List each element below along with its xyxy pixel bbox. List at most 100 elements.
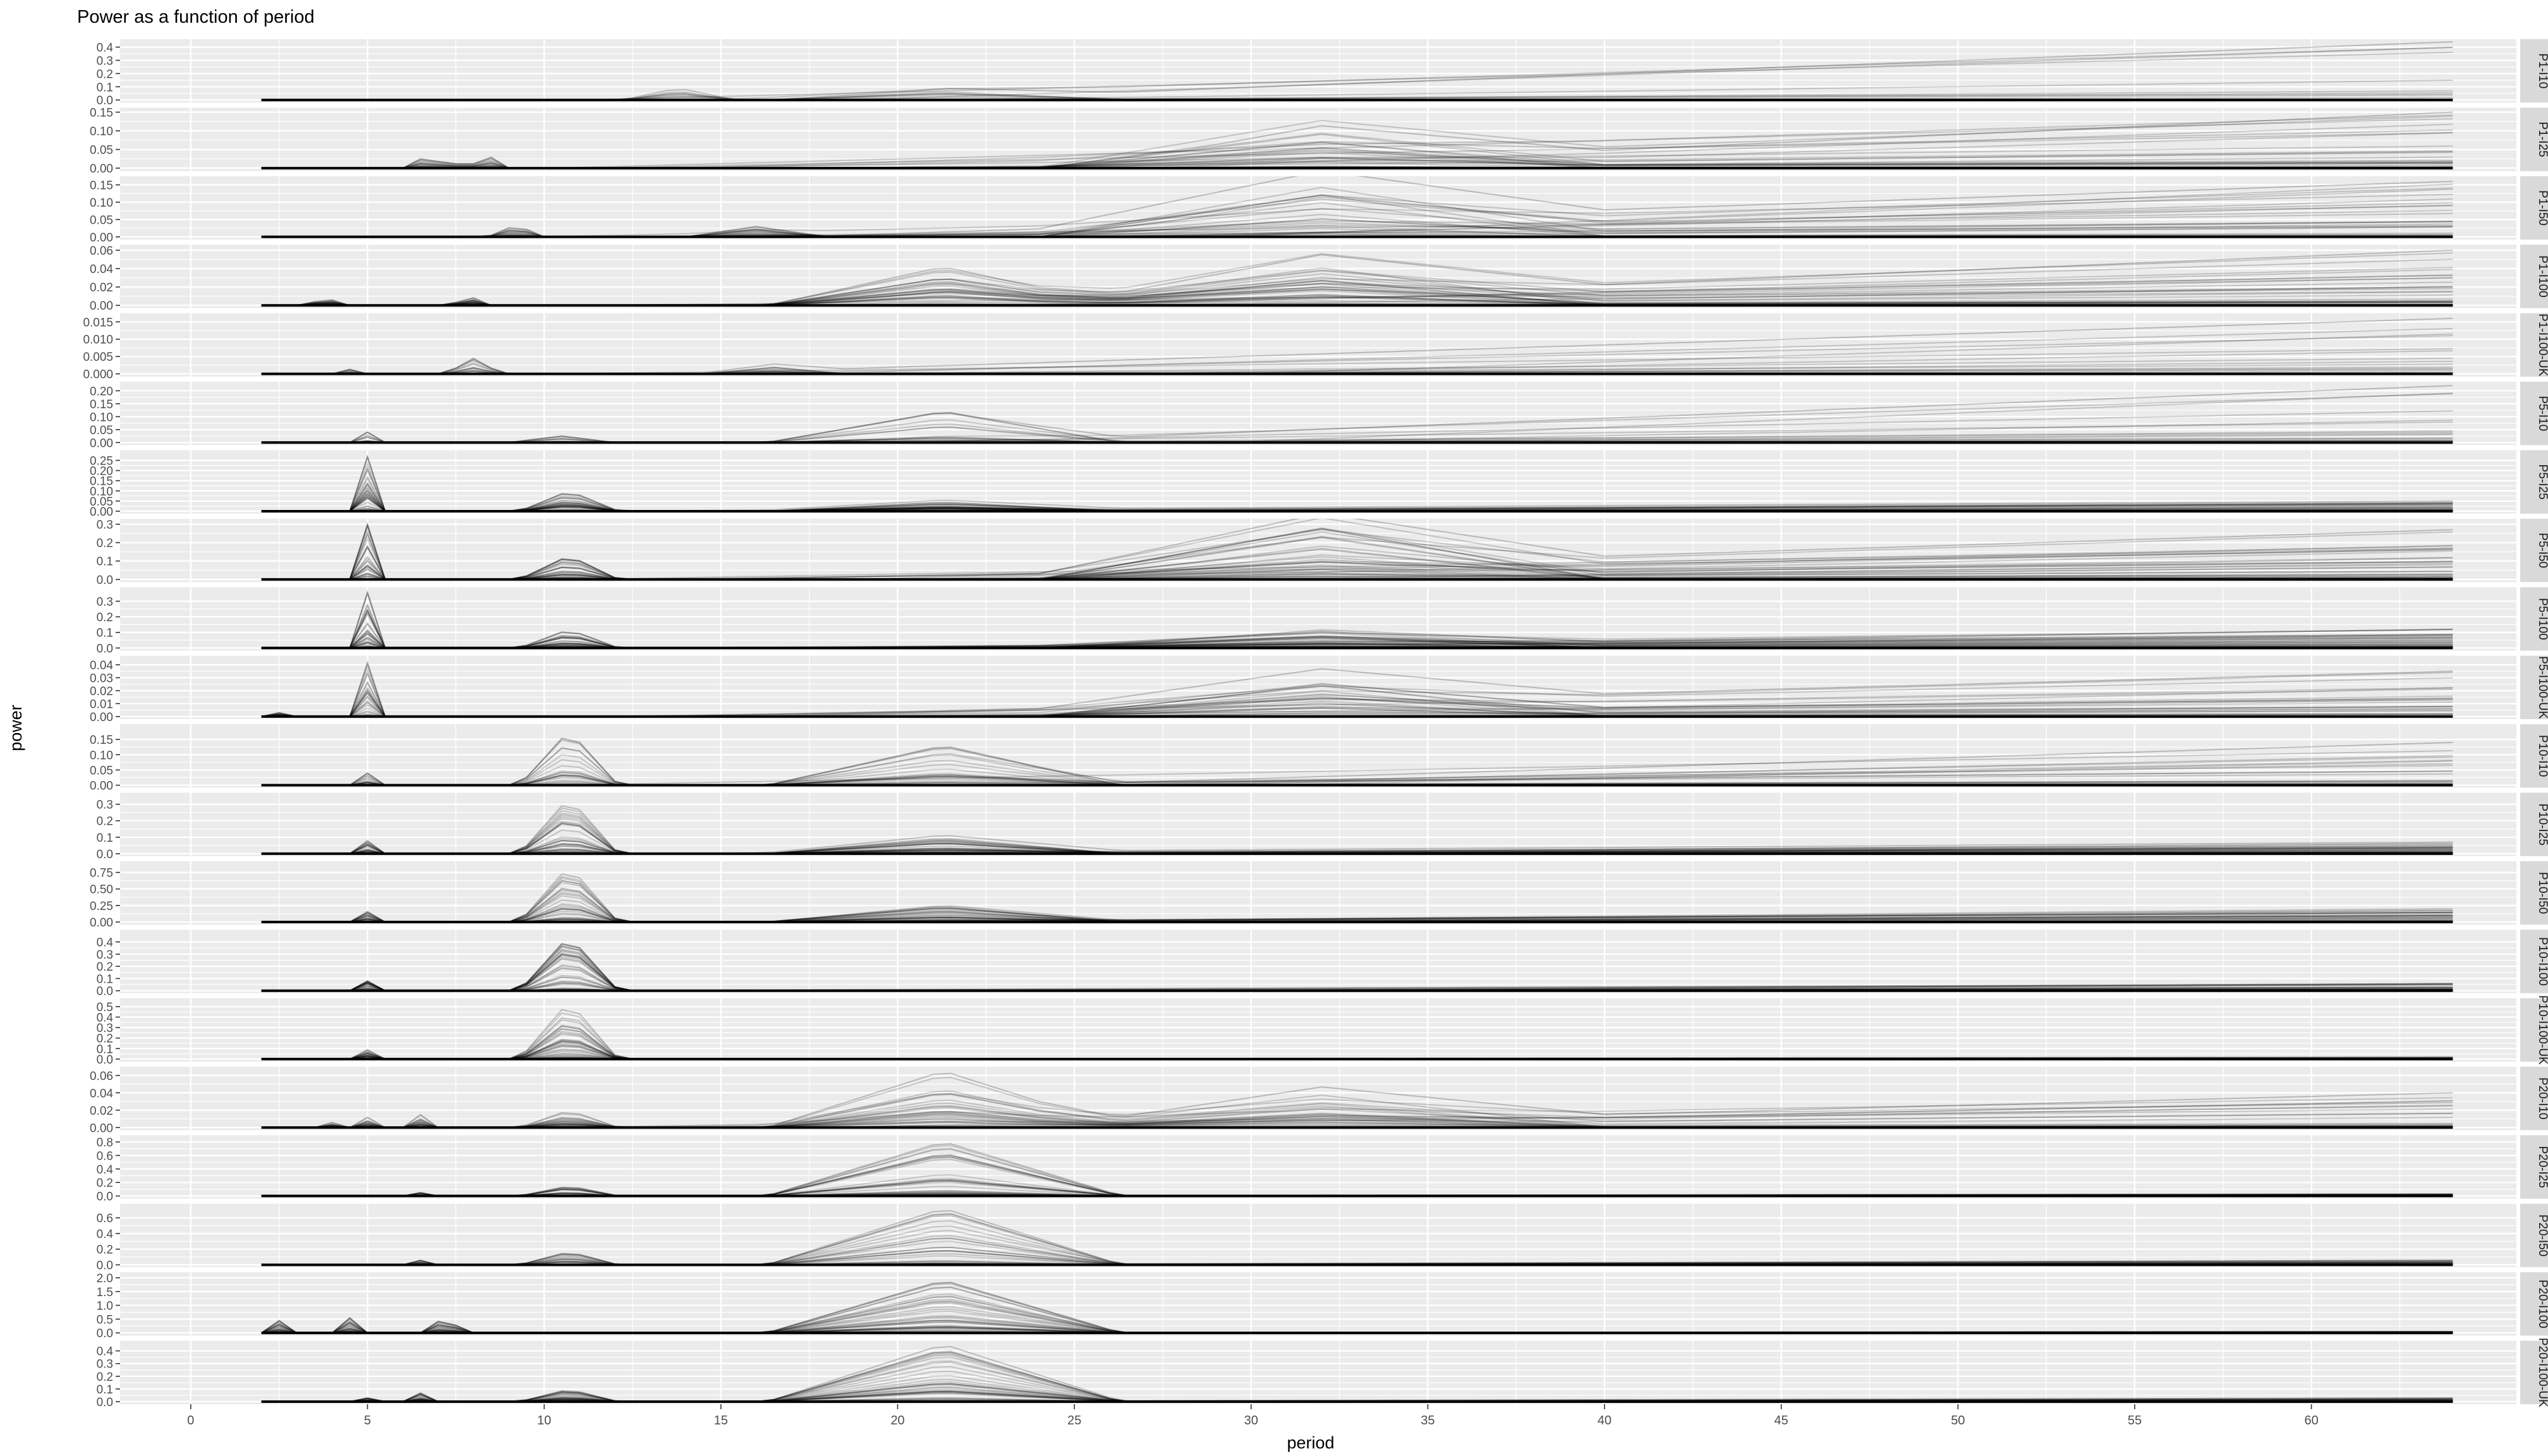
y-tick-label: 0.3	[97, 595, 113, 609]
y-tick-label: 0.0	[97, 574, 113, 587]
y-tick-label: 0.15	[90, 179, 113, 193]
y-tick-label: 0.00	[90, 916, 113, 930]
y-tick-label: 0.15	[90, 106, 113, 119]
facet-strip	[2520, 450, 2548, 514]
trace-group	[261, 1210, 2453, 1266]
y-tick-label: 0.3	[97, 519, 113, 532]
y-tick-label: 0.04	[90, 1087, 113, 1100]
trace-group	[261, 590, 2453, 650]
trace-line	[261, 737, 2453, 786]
y-tick-label: 0.010	[83, 334, 113, 347]
panel-background	[120, 930, 2516, 993]
x-tick-label: 40	[1598, 1414, 1611, 1428]
facet-panel: 0.00.10.20.30.40.5 P10-I100-UK	[97, 995, 2548, 1067]
y-tick-label: 2.0	[97, 1272, 113, 1285]
facet-strip-label: P10-I25	[2536, 803, 2548, 846]
facet-strip	[2520, 724, 2548, 788]
y-tick-label: 0.0	[97, 848, 113, 861]
x-tick-label: 50	[1951, 1414, 1965, 1428]
y-tick-label: 0.0	[97, 1053, 113, 1067]
y-tick-label: 0.15	[90, 734, 113, 747]
trace-group	[261, 873, 2453, 924]
y-tick-label: 0.01	[90, 698, 113, 711]
trace-group	[261, 1143, 2453, 1198]
trace-group	[261, 804, 2453, 855]
x-tick-label: 25	[1067, 1414, 1081, 1428]
facet-strip	[2520, 107, 2548, 171]
facet-panel: 0.000.010.020.030.04 P5-I100-UK	[90, 655, 2548, 724]
facet-strip	[2520, 518, 2548, 583]
x-tick-label: 20	[890, 1414, 904, 1428]
y-tick-label: 0.0	[97, 985, 113, 998]
x-tick-label: 10	[537, 1414, 551, 1428]
y-tick-label: 0.8	[97, 1136, 113, 1150]
trace-group	[261, 1009, 2453, 1060]
trace-group	[261, 518, 2453, 581]
y-tick-label: 0.00	[90, 300, 113, 313]
panel-background	[120, 655, 2516, 719]
y-tick-label: 0.10	[90, 197, 113, 210]
x-tick-label: 35	[1421, 1414, 1435, 1428]
y-tick-label: 0.3	[97, 1022, 113, 1035]
y-tick-label: 0.1	[97, 555, 113, 569]
y-tick-label: 0.20	[90, 385, 113, 398]
facet-strip-label: P10-I50	[2536, 872, 2548, 914]
trace-line	[261, 873, 2453, 923]
y-tick-label: 0.6	[97, 1150, 113, 1163]
y-tick-label: 0.2	[97, 815, 113, 828]
y-tick-label: 0.015	[83, 316, 113, 329]
trace-group	[261, 1345, 2453, 1403]
panel-background	[120, 1135, 2516, 1199]
facet-panel: 0.0 0.1 0.2 0.3 P5-I50	[97, 518, 2548, 587]
y-tick-label: 0.05	[90, 144, 113, 157]
y-tick-label: 0.1	[97, 832, 113, 845]
y-tick-label: 0.0	[97, 642, 113, 655]
y-tick-label: 0.10	[90, 125, 113, 138]
trace-group	[261, 660, 2453, 718]
facet-panel: 0.00.10.20.30.4 P1-I10	[97, 39, 2548, 107]
y-tick-label: 0.20	[90, 465, 113, 478]
y-tick-label: 0.2	[97, 68, 113, 81]
facet-strip-label: P20-I50	[2536, 1215, 2548, 1257]
facet-strip-label: P5-I25	[2536, 464, 2548, 500]
y-tick-label: 0.3	[97, 949, 113, 962]
y-tick-label: 0.50	[90, 883, 113, 897]
facet-strip-label: P1-I10	[2536, 53, 2548, 88]
y-tick-label: 0.000	[83, 368, 113, 382]
y-tick-label: 0.0	[97, 1396, 113, 1409]
y-tick-label: 0.06	[90, 1070, 113, 1083]
x-tick-label: 55	[2128, 1414, 2142, 1428]
y-tick-label: 0.4	[97, 1345, 114, 1359]
x-axis: 0 5 10 15 20 25 30 35 40 45 50 55 60	[187, 1404, 2319, 1428]
y-tick-label: 0.2	[97, 1244, 113, 1257]
y-tick-label: 0.15	[90, 475, 113, 488]
trace-line	[261, 193, 2453, 238]
facet-strip	[2520, 655, 2548, 719]
trace-line	[261, 749, 2453, 786]
facet-panel: 0.000.050.100.150.20 P5-I10	[90, 382, 2548, 450]
y-tick-label: 0.05	[90, 214, 113, 227]
facet-strip-label: P5-I10	[2536, 396, 2548, 431]
trace-group	[261, 737, 2453, 787]
facet-strip-label: P20-I100	[2536, 1280, 2548, 1328]
y-tick-label: 0.2	[97, 961, 113, 974]
y-tick-label: 0.4	[97, 1011, 114, 1024]
facet-strip	[2520, 587, 2548, 651]
facet-strip-label: P1-I100	[2536, 255, 2548, 298]
panel-background	[120, 1203, 2516, 1268]
y-tick-label: 0.4	[97, 1163, 114, 1177]
trace-line	[261, 804, 2453, 854]
y-tick-label: 0.0	[97, 1259, 113, 1272]
facet-panel: 0.0 0.2 0.4 0.6 P20-I50	[97, 1203, 2548, 1272]
y-tick-label: 0.3	[97, 1358, 113, 1371]
facet-strip	[2520, 1340, 2548, 1404]
facet-panel: 0.00 0.02 0.04 0.06 P1-I100	[90, 245, 2548, 313]
facet-strip	[2520, 176, 2548, 240]
trace-group	[261, 454, 2453, 513]
trace-group	[261, 943, 2453, 992]
y-tick-label: 0.1	[97, 1383, 113, 1397]
y-tick-label: 0.03	[90, 672, 113, 685]
panel-background	[120, 107, 2516, 171]
x-tick-label: 0	[187, 1414, 194, 1428]
facet-panel: 0.00 0.25 0.50 0.75 P10-I50	[90, 861, 2548, 930]
